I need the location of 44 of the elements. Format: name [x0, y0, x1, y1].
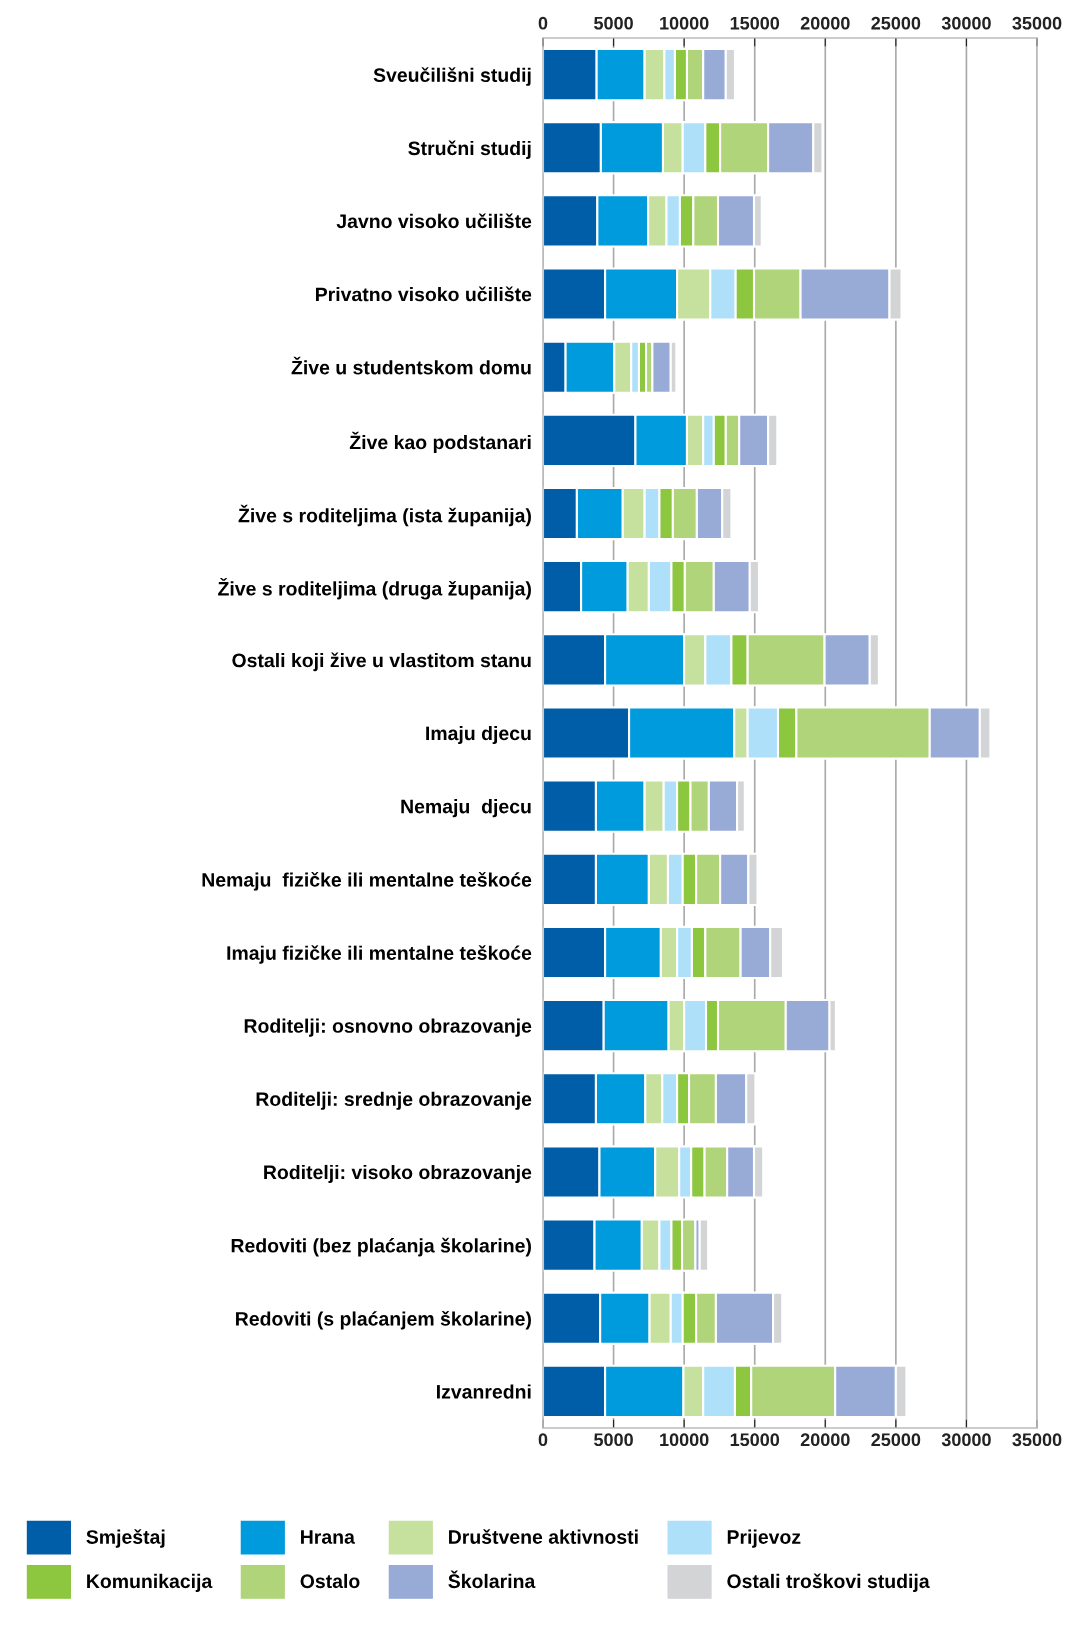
x-tick-label: 20000 [800, 1433, 850, 1447]
y-tick-label: Roditelji: osnovno obrazovanje [244, 1018, 532, 1037]
y-tick-label: Roditelji: srednje obrazovanje [256, 1091, 532, 1110]
x-tick-label: 0 [538, 1433, 548, 1447]
y-tick-label: Imaju fizičke ili mentalne teškoće [227, 945, 532, 964]
x2-tick-label: 15000 [730, 16, 780, 30]
y-tick-label: Stručni studij [408, 140, 531, 160]
y-tick-label: Javno visoko učilište [336, 213, 532, 229]
y-tick-label: Žive u studentskom domu [291, 356, 531, 375]
x2-tick-label: 35000 [1012, 16, 1062, 30]
y-tick-label: Izvanredni [437, 1384, 531, 1399]
x2-tick-label: 30000 [941, 16, 991, 30]
y-tick-label: Imaju djecu [426, 725, 531, 745]
y-tick-label: Roditelji: visoko obrazovanje [264, 1164, 532, 1184]
y-tick-label: Nemaju djecu [401, 799, 531, 818]
x2-tick-label: 0 [538, 16, 548, 30]
y-tick-label: Žive s roditeljima (druga županija) [218, 577, 531, 600]
y-tick-label: Ostali koji žive u vlastitom stanu [232, 652, 531, 672]
legend-label: Ostalo [300, 1573, 360, 1589]
y-tick-label: Redoviti (bez plaćanja školarine) [231, 1237, 531, 1257]
x2-tick-label: 25000 [871, 16, 921, 30]
y-tick-label: Žive s roditeljima (ista županija) [238, 504, 531, 527]
x2-tick-label: 10000 [660, 16, 709, 30]
y-tick-label: Redoviti (s plaćanjem školarine) [236, 1311, 531, 1330]
x2-tick-label: 5000 [594, 16, 633, 30]
x-tick-label: 5000 [594, 1433, 633, 1447]
y-tick-label: Privatno visoko učilište [316, 286, 532, 302]
x-tick-label: 10000 [660, 1433, 709, 1447]
x2-tick-label: 20000 [800, 16, 850, 30]
y-tick-label: Nemaju fizičke ili mentalne teškoće [202, 872, 532, 891]
legend-label: Društvene aktivnosti [449, 1529, 638, 1544]
legend-label: Školarina [448, 1570, 536, 1589]
x-tick-label: 15000 [730, 1433, 780, 1447]
x-tick-label: 30000 [941, 1433, 991, 1447]
x-tick-label: 25000 [871, 1433, 921, 1447]
y-tick-label: Sveučilišni studij [373, 67, 531, 86]
y-tick-label: Žive kao podstanari [349, 431, 531, 454]
x-tick-label: 35000 [1012, 1433, 1062, 1447]
legend-label: Smještaj [86, 1529, 165, 1548]
legend-label: Ostali troškovi studija [727, 1573, 930, 1592]
legend-label: Komunikacija [87, 1573, 213, 1592]
bar [698, 1218, 710, 1272]
legend-label: Prijevoz [727, 1529, 801, 1548]
legend-label: Hrana [301, 1530, 355, 1544]
